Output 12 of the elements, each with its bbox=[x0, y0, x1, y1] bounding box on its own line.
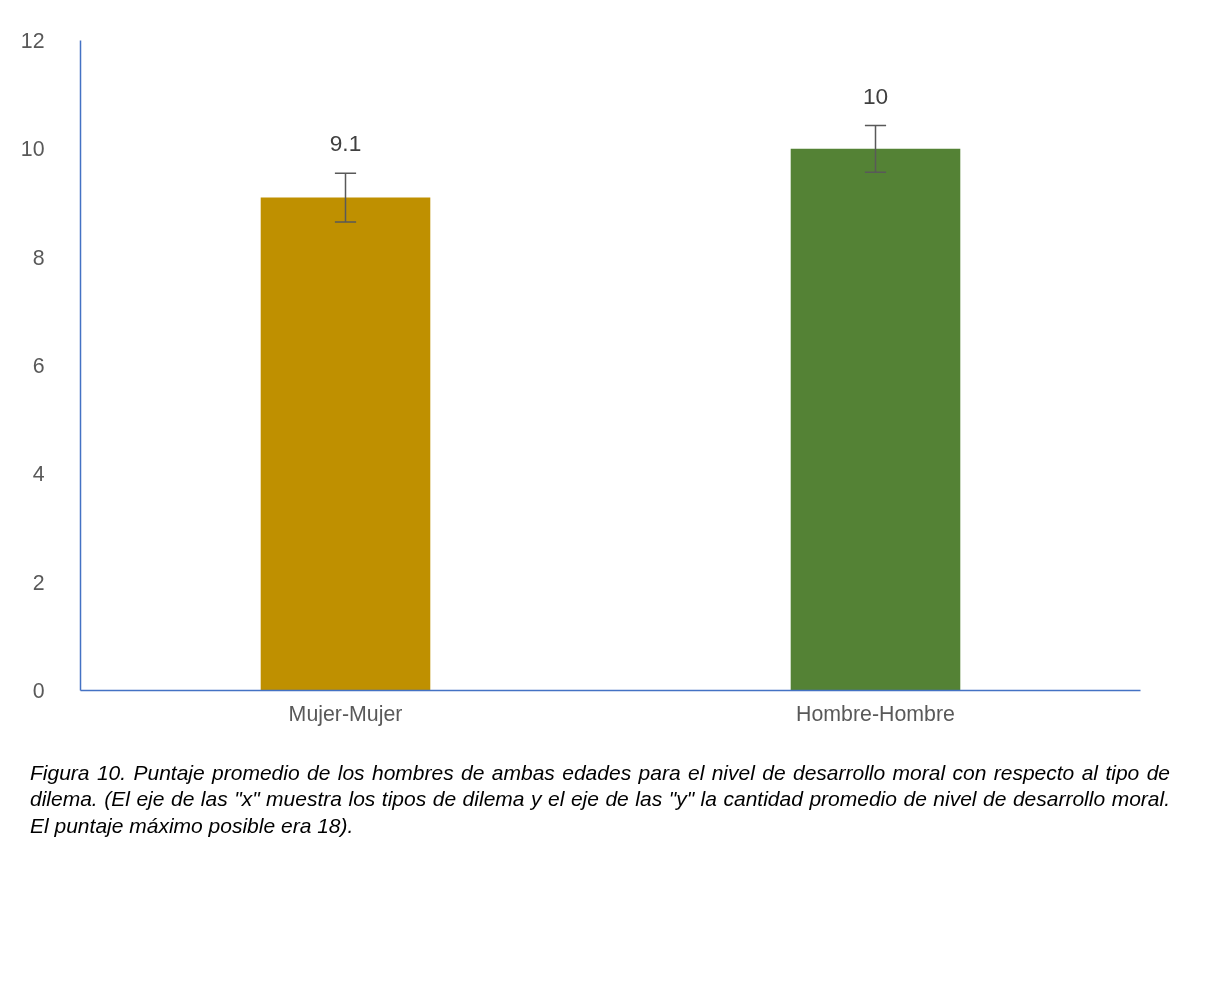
x-tick-label: Hombre-Hombre bbox=[796, 701, 955, 726]
data-label: 9.1 bbox=[329, 130, 362, 157]
text: Figura 10. Puntaje promedio de los hombres de ambas edades para el nivel de desarrollo moral con respecto al tipo de dilema. (El eje de las "x" muestra los tipos de dilema y el eje de las "y" la cantidad promedio de nivel de desarrollo moral. El puntaje máximo posible era 18). bbox=[30, 760, 1170, 839]
y-tick-label: 6 bbox=[32, 354, 45, 378]
data-label: 10 bbox=[862, 82, 889, 109]
y-tick-label: 2 bbox=[32, 570, 45, 595]
y-tick-label: 8 bbox=[32, 245, 45, 270]
y-tick-label: 12 bbox=[20, 29, 45, 53]
y-tick-label: 0 bbox=[32, 679, 45, 703]
x-tick-label: Mujer-Mujer bbox=[288, 701, 403, 726]
y-tick-label: 10 bbox=[20, 137, 45, 162]
y-tick-label: 4 bbox=[32, 462, 45, 487]
